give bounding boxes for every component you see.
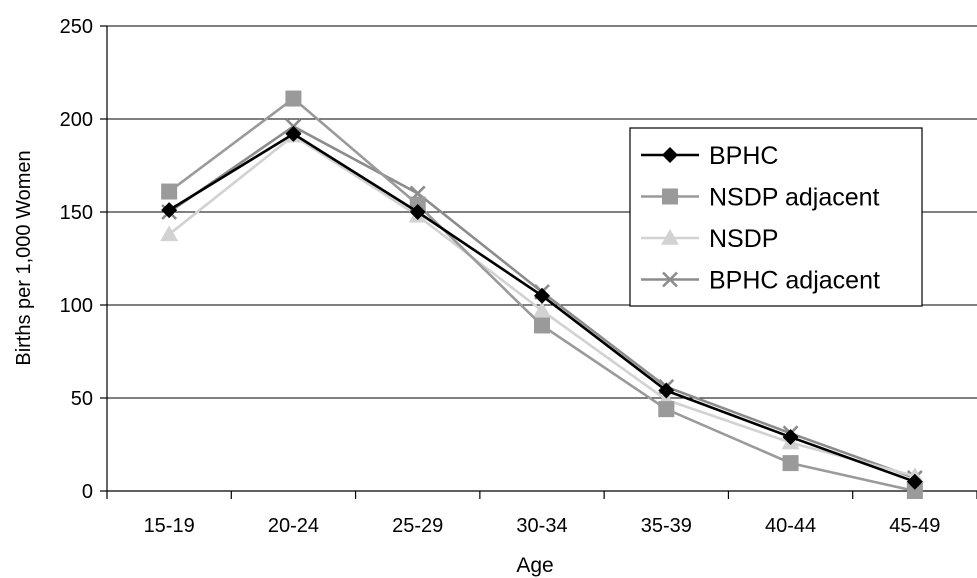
tick-labels: 0 50 100 150 200 250 15-19 20-24 25-29 30-34 35-39… <box>60 16 941 537</box>
legend-item: BPHC <box>641 142 778 170</box>
series-nsdp-adjacent <box>161 90 923 499</box>
data-point <box>533 301 551 318</box>
y-tick-label: 50 <box>71 388 93 410</box>
legend-item: NSDP <box>641 225 778 253</box>
x-tick-label: 25-29 <box>392 515 443 537</box>
y-tick-label: 150 <box>60 202 93 224</box>
x-tick-label: 15-19 <box>144 515 195 537</box>
legend-label: NSDP <box>709 225 778 253</box>
x-tick-label: 20-24 <box>268 515 319 537</box>
x-tick-label: 30-34 <box>516 515 567 537</box>
data-point <box>906 483 923 499</box>
x-axis-title: Age <box>516 554 553 577</box>
legend-marker <box>661 229 679 245</box>
legend-item: BPHC adjacent <box>641 267 880 295</box>
legend-label: BPHC <box>709 142 778 170</box>
legend: BPHC NSDP adjacent NSDP BPHC adjacent <box>629 127 923 307</box>
data-point <box>161 202 178 219</box>
legend-box <box>629 127 923 307</box>
series-bphc <box>161 125 923 490</box>
data-point <box>906 473 923 490</box>
data-point <box>160 225 179 242</box>
legend-item: NSDP adjacent <box>641 184 880 212</box>
x-tick-label: 45-49 <box>889 515 940 537</box>
x-tick-label: 35-39 <box>641 515 692 537</box>
x-tick-label: 40-44 <box>765 515 816 537</box>
series-lines <box>160 90 924 499</box>
data-point <box>782 455 799 472</box>
data-point <box>161 183 178 200</box>
data-point <box>285 90 302 107</box>
data-point <box>782 429 799 446</box>
legend-marker <box>662 147 678 163</box>
y-axis-title: Births per 1,000 Women <box>13 150 35 365</box>
data-point <box>658 401 675 418</box>
y-tick-label: 100 <box>60 295 93 317</box>
data-point <box>658 382 675 399</box>
legend-marker <box>662 271 678 288</box>
y-tick-label: 250 <box>60 16 93 38</box>
data-point <box>534 317 550 334</box>
y-tick-label: 200 <box>60 109 93 131</box>
legend-marker <box>662 188 678 205</box>
data-point <box>534 287 550 304</box>
data-point <box>285 125 302 142</box>
y-tick-label: 0 <box>82 481 93 503</box>
axes <box>100 25 977 499</box>
data-point <box>409 204 426 220</box>
legend-label: NSDP adjacent <box>709 184 880 212</box>
legend-label: BPHC adjacent <box>709 267 880 295</box>
